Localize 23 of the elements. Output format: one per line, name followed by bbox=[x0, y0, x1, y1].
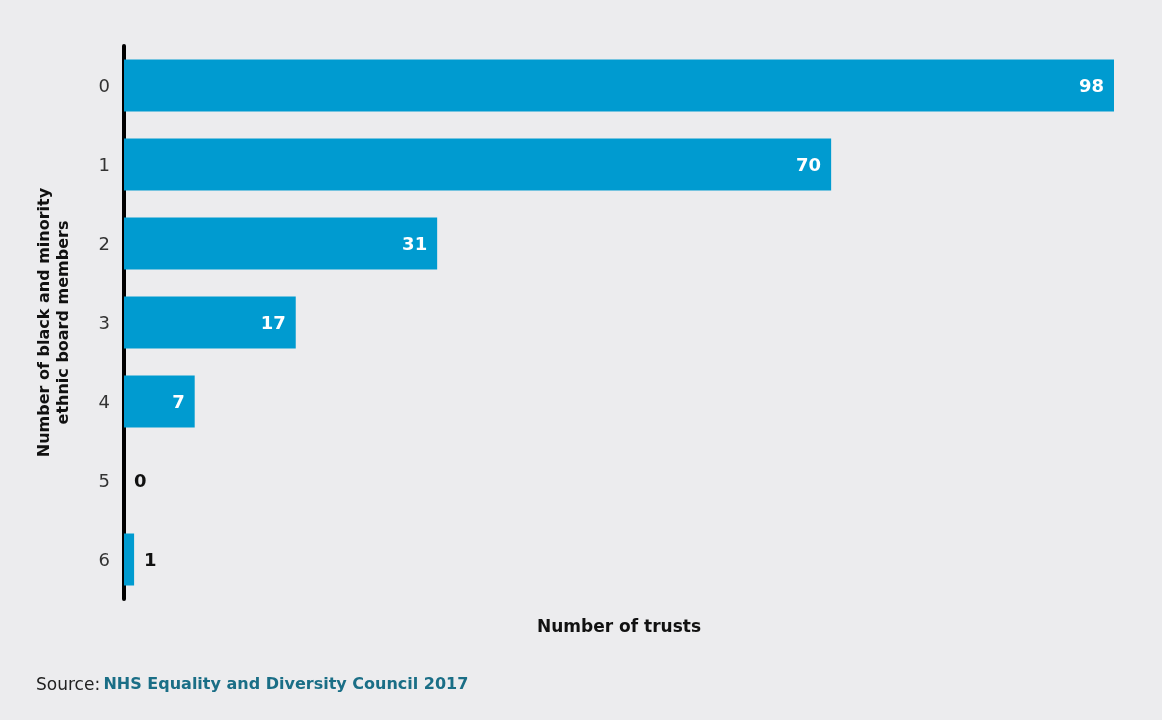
y-tick-label: 6 bbox=[98, 549, 110, 570]
y-tick-label: 4 bbox=[98, 391, 110, 412]
bar bbox=[124, 217, 438, 270]
source-note: Source: NHS Equality and Diversity Council 2017 bbox=[36, 673, 469, 694]
data-label: 1 bbox=[144, 549, 157, 570]
y-tick-label: 1 bbox=[98, 154, 110, 175]
y-tick-label: 0 bbox=[98, 75, 110, 96]
data-label: 7 bbox=[172, 391, 185, 412]
y-tick-label: 2 bbox=[98, 233, 110, 254]
y-axis-title: Number of black and minority ethnic board members bbox=[34, 187, 72, 458]
data-label: 31 bbox=[402, 233, 428, 254]
x-axis-title: Number of trusts bbox=[536, 615, 702, 636]
bar bbox=[124, 59, 1114, 112]
y-tick-label: 5 bbox=[98, 470, 110, 491]
y-tick-label: 3 bbox=[98, 312, 110, 333]
data-label: 98 bbox=[1078, 75, 1104, 96]
bar bbox=[124, 533, 135, 586]
data-label: 0 bbox=[134, 470, 147, 491]
data-label: 17 bbox=[260, 312, 286, 333]
bar bbox=[124, 375, 195, 428]
bar bbox=[124, 138, 832, 191]
data-label: 70 bbox=[796, 154, 822, 175]
bar bbox=[124, 296, 296, 349]
